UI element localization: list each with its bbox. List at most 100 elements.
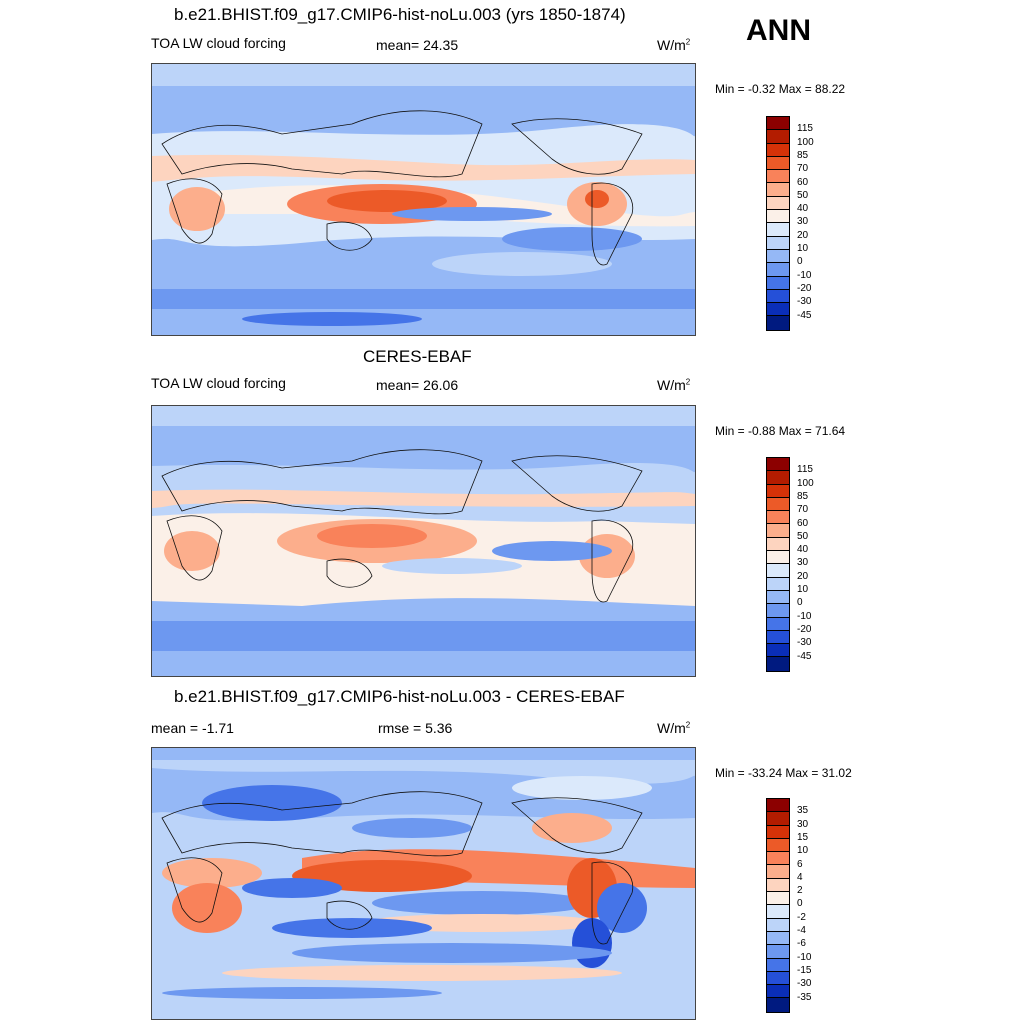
colorbar-tick-label: -30 xyxy=(797,637,812,649)
colorbar-tick-label: 0 xyxy=(797,256,803,268)
colorbar-swatch xyxy=(767,931,789,946)
colorbar-tick-label: -10 xyxy=(797,951,812,963)
colorbar-swatch xyxy=(767,143,789,157)
colorbar-swatch xyxy=(767,630,789,645)
colorbar-tick-label: -4 xyxy=(797,925,806,936)
panel-title: b.e21.BHIST.f09_g17.CMIP6-hist-noLu.003 … xyxy=(174,687,625,706)
colorbar-tick-label: -15 xyxy=(797,964,812,976)
colorbar-swatch xyxy=(767,458,789,472)
colorbar-tick-label: -45 xyxy=(797,650,812,662)
colorbar-tick-label: 10 xyxy=(797,584,809,595)
obs-colorbar xyxy=(766,457,790,672)
colorbar-tick-label: -2 xyxy=(797,911,806,923)
colorbar-swatch xyxy=(767,130,789,144)
panel-left-label: TOA LW cloud forcing xyxy=(151,375,286,391)
colorbar-swatch xyxy=(767,958,789,972)
colorbar-tick-label: 40 xyxy=(797,203,809,215)
colorbar-tick-label: 6 xyxy=(797,858,803,870)
colorbar-swatch xyxy=(767,537,789,552)
colorbar-tick-label: 115 xyxy=(797,123,813,135)
colorbar-tick-label: 70 xyxy=(797,504,809,516)
colorbar-swatch xyxy=(767,971,789,986)
colorbar-swatch xyxy=(767,471,789,485)
colorbar-swatch xyxy=(767,497,789,512)
panel-left-label: mean = -1.71 xyxy=(151,720,234,736)
obs-map xyxy=(151,405,696,677)
colorbar-swatch xyxy=(767,825,789,839)
colorbar-swatch xyxy=(767,865,789,879)
colorbar-swatch xyxy=(767,223,789,237)
panel-left-label: TOA LW cloud forcing xyxy=(151,35,286,51)
difference-colorbar xyxy=(766,798,790,1013)
colorbar-tick-label: 100 xyxy=(797,477,814,489)
colorbar-swatch xyxy=(767,604,789,618)
colorbar-tick-label: 50 xyxy=(797,530,809,542)
minmax-label: Min = -33.24 Max = 31.02 xyxy=(715,766,852,780)
colorbar-swatch xyxy=(767,117,789,131)
colorbar-swatch xyxy=(767,303,789,317)
colorbar-swatch xyxy=(767,276,789,290)
colorbar-tick-label: -20 xyxy=(797,623,812,635)
colorbar-tick-label: 50 xyxy=(797,189,809,201)
colorbar-swatch xyxy=(767,812,789,826)
panel-title: b.e21.BHIST.f09_g17.CMIP6-hist-noLu.003 … xyxy=(174,5,626,24)
difference-map xyxy=(151,747,696,1020)
minmax-label: Min = -0.88 Max = 71.64 xyxy=(715,424,846,438)
colorbar-swatch xyxy=(767,511,789,525)
colorbar-swatch xyxy=(767,905,789,919)
colorbar-swatch xyxy=(767,316,789,330)
colorbar-tick-label: 35 xyxy=(797,805,809,817)
minmax-label: Min = -0.32 Max = 88.22 xyxy=(715,82,846,96)
colorbar-swatch xyxy=(767,210,789,224)
colorbar-swatch xyxy=(767,524,789,538)
colorbar-tick-label: 20 xyxy=(797,229,809,241)
colorbar-tick-label: 70 xyxy=(797,163,809,175)
model-map xyxy=(151,63,696,336)
panel-center-label: mean= 26.06 xyxy=(376,377,459,393)
colorbar-swatch xyxy=(767,564,789,578)
colorbar-swatch xyxy=(767,156,789,171)
colorbar-tick-label: -45 xyxy=(797,309,812,321)
colorbar-swatch xyxy=(767,852,789,866)
colorbar-tick-label: -10 xyxy=(797,610,812,622)
colorbar-tick-label: 60 xyxy=(797,176,809,188)
colorbar-tick-label: -20 xyxy=(797,282,812,294)
colorbar-tick-label: 10 xyxy=(797,845,809,857)
colorbar-tick-label: 85 xyxy=(797,490,809,502)
colorbar-swatch xyxy=(767,617,789,631)
colorbar-swatch xyxy=(767,236,789,250)
colorbar-tick-label: 20 xyxy=(797,570,809,582)
colorbar-tick-label: 100 xyxy=(797,136,814,148)
panel-center-label: mean= 24.35 xyxy=(376,37,459,53)
colorbar-tick-label: 85 xyxy=(797,149,809,161)
units-label: W/m2 xyxy=(657,720,691,736)
colorbar-swatch xyxy=(767,918,789,932)
colorbar-swatch xyxy=(767,985,789,999)
colorbar-tick-label: 30 xyxy=(797,216,809,228)
colorbar-swatch xyxy=(767,657,789,671)
colorbar-tick-label: -35 xyxy=(797,991,812,1003)
colorbar-tick-label: 115 xyxy=(797,464,813,476)
colorbar-tick-label: -30 xyxy=(797,296,812,308)
colorbar-swatch xyxy=(767,263,789,277)
colorbar-swatch xyxy=(767,484,789,498)
colorbar-tick-label: 30 xyxy=(797,557,809,569)
colorbar-swatch xyxy=(767,644,789,658)
colorbar-tick-label: 15 xyxy=(797,831,809,843)
colorbar-swatch xyxy=(767,170,789,184)
colorbar-tick-label: 30 xyxy=(797,818,809,830)
colorbar-swatch xyxy=(767,577,789,591)
units-label: W/m2 xyxy=(657,37,691,53)
colorbar-tick-label: 40 xyxy=(797,544,809,556)
colorbar-swatch xyxy=(767,249,789,264)
model-colorbar xyxy=(766,116,790,331)
colorbar-swatch xyxy=(767,289,789,304)
colorbar-swatch xyxy=(767,799,789,813)
colorbar-swatch xyxy=(767,998,789,1012)
colorbar-swatch xyxy=(767,590,789,605)
colorbar-tick-label: -30 xyxy=(797,978,812,990)
colorbar-tick-label: 4 xyxy=(797,871,803,883)
colorbar-tick-label: -6 xyxy=(797,938,806,950)
colorbar-swatch xyxy=(767,838,789,853)
colorbar-swatch xyxy=(767,878,789,893)
